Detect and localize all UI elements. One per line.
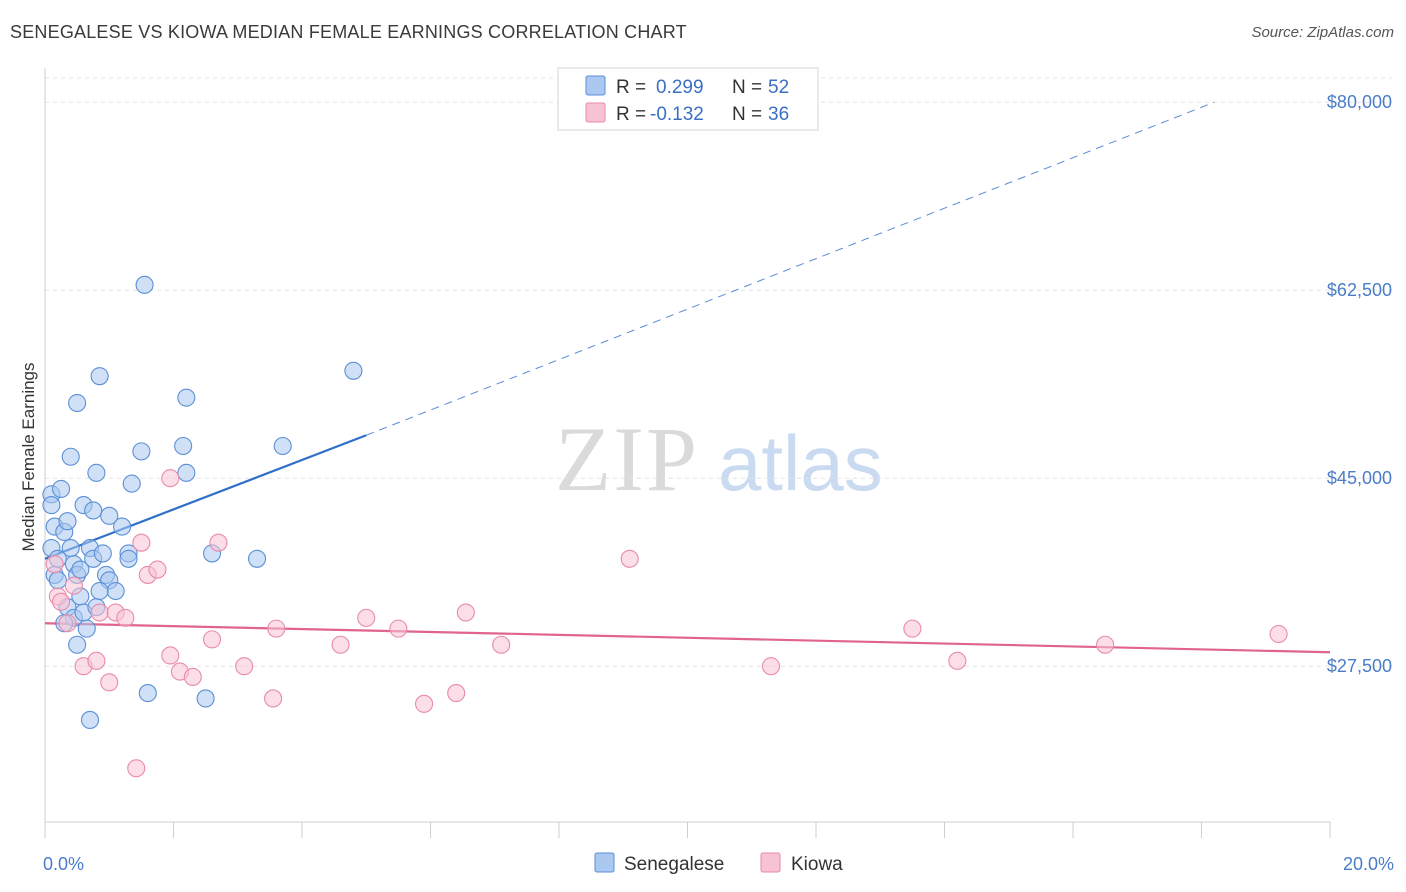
kiowa-point	[132, 533, 151, 552]
kiowa-point	[447, 684, 466, 703]
chart-source: Source: ZipAtlas.com	[1251, 24, 1394, 41]
senegalese-point	[90, 367, 109, 386]
bottom-legend-label-kiowa: Kiowa	[791, 854, 843, 875]
senegalese-point	[68, 393, 87, 413]
senegalese-point	[42, 496, 61, 515]
senegalese-point	[61, 539, 80, 558]
y-tick-label: $27,500	[1327, 656, 1392, 676]
kiowa-point	[267, 619, 286, 638]
kiowa-point	[1096, 635, 1115, 654]
watermark-zip: ZIP	[555, 408, 699, 510]
kiowa-point	[161, 469, 180, 488]
legend-r-label-1: R =	[616, 77, 646, 98]
legend-n-label-1: N =	[732, 77, 762, 98]
kiowa-point	[903, 619, 922, 638]
kiowa-point	[620, 549, 639, 568]
senegalese-point	[84, 501, 103, 520]
kiowa-point	[52, 592, 71, 611]
kiowa-point	[203, 630, 222, 649]
kiowa-point	[161, 646, 180, 665]
bottom-legend-swatch-kiowa	[760, 852, 781, 873]
kiowa-point	[148, 560, 167, 579]
kiowa-point	[87, 651, 106, 670]
senegalese-point	[77, 619, 96, 638]
kiowa-point	[90, 603, 109, 622]
senegalese-point	[90, 581, 109, 601]
senegalese-point	[135, 275, 154, 294]
senegalese-point	[132, 442, 151, 461]
legend: R = 0.299 N = 52 R = -0.132 N = 36	[557, 67, 819, 131]
senegalese-point	[122, 474, 141, 493]
data-points	[42, 275, 1288, 778]
senegalese-point	[48, 571, 67, 590]
y-axis-label: Median Female Earnings	[19, 363, 38, 552]
chart-title: SENEGALESE VS KIOWA MEDIAN FEMALE EARNIN…	[10, 22, 687, 42]
senegalese-point	[58, 512, 77, 531]
senegalese-point	[174, 436, 193, 456]
kiowa-point	[116, 608, 135, 627]
kiowa-point	[209, 533, 228, 552]
trend-lines	[44, 101, 1331, 654]
senegalese-point	[106, 581, 125, 601]
senegalese-point	[68, 635, 87, 654]
grid-lines	[45, 77, 1392, 667]
kiowa-point	[492, 635, 511, 654]
y-tick-label: $45,000	[1327, 468, 1392, 488]
bottom-legend-swatch-senegalese	[594, 852, 615, 873]
senegalese-point	[273, 436, 292, 456]
x-tick-label-max: 20.0%	[1343, 854, 1394, 874]
legend-r-value-2: -0.132	[650, 104, 704, 125]
tick-labels: $27,500 $45,000 $62,500 $80,000 0.0% 20.0%	[43, 92, 1394, 874]
y-tick-label: $62,500	[1327, 280, 1392, 300]
kiowa-point	[415, 694, 434, 713]
senegalese-point	[61, 447, 80, 466]
kiowa-point	[58, 614, 77, 633]
senegalese-point	[93, 544, 112, 563]
bottom-legend-label-senegalese: Senegalese	[624, 854, 724, 875]
legend-n-label-2: N =	[732, 104, 762, 125]
kiowa-trend-line	[44, 622, 1331, 654]
kiowa-point	[235, 657, 254, 676]
legend-n-value-2: 36	[768, 104, 789, 125]
senegalese-point	[138, 684, 157, 703]
axes	[44, 68, 1331, 838]
kiowa-point	[761, 657, 781, 676]
senegalese-trend-line	[44, 434, 367, 560]
senegalese-point	[344, 361, 363, 380]
senegalese-point	[87, 463, 106, 482]
watermark-atlas: atlas	[718, 419, 883, 507]
kiowa-point	[127, 759, 146, 778]
kiowa-point	[389, 619, 408, 638]
bottom-legend: Senegalese Kiowa	[594, 852, 843, 875]
y-tick-label: $80,000	[1327, 92, 1392, 112]
x-tick-label-min: 0.0%	[43, 854, 84, 874]
senegalese-point	[177, 463, 196, 482]
kiowa-point	[264, 689, 283, 708]
senegalese-point	[100, 506, 119, 525]
senegalese-point	[247, 549, 267, 568]
legend-r-value-1: 0.299	[656, 77, 704, 98]
senegalese-trend-extension	[366, 101, 1215, 436]
senegalese-point	[52, 479, 71, 499]
senegalese-point	[113, 517, 132, 536]
legend-r-label-2: R =	[616, 104, 646, 125]
senegalese-point	[177, 388, 196, 407]
kiowa-point	[948, 651, 967, 670]
senegalese-point	[71, 560, 90, 579]
senegalese-point	[80, 710, 100, 729]
kiowa-point	[456, 603, 475, 622]
legend-n-value-1: 52	[768, 77, 789, 98]
kiowa-point	[100, 673, 119, 692]
kiowa-point	[183, 667, 202, 687]
kiowa-point	[1269, 624, 1288, 644]
kiowa-point	[45, 555, 64, 574]
senegalese-point	[196, 689, 215, 708]
legend-swatch-kiowa	[585, 102, 606, 123]
kiowa-point	[64, 576, 83, 595]
senegalese-point	[119, 549, 138, 568]
legend-swatch-senegalese	[585, 75, 606, 96]
kiowa-point	[357, 608, 376, 627]
kiowa-point	[331, 635, 350, 654]
